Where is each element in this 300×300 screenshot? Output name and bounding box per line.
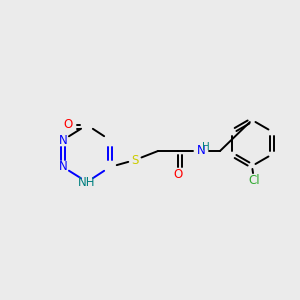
Text: N: N <box>58 134 68 146</box>
Text: S: S <box>131 154 139 166</box>
Text: N: N <box>196 145 206 158</box>
Text: NH: NH <box>78 176 96 188</box>
Text: H: H <box>202 142 210 152</box>
Text: N: N <box>58 160 68 173</box>
Text: O: O <box>63 118 73 130</box>
Text: O: O <box>173 167 183 181</box>
Text: Cl: Cl <box>248 173 260 187</box>
